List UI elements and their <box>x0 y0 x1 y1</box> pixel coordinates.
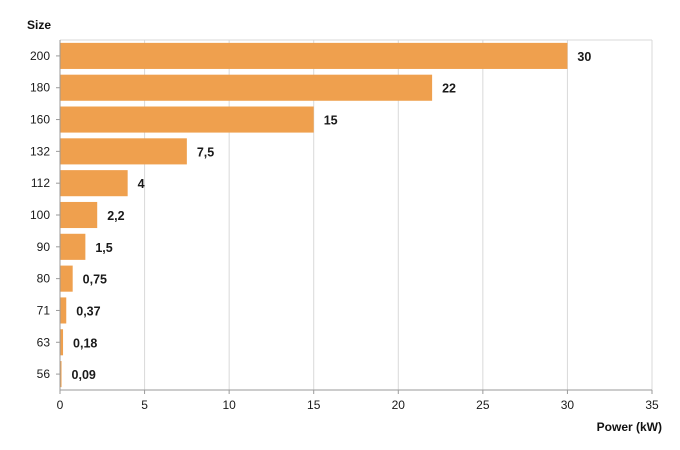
data-label: 1,5 <box>95 241 112 255</box>
bar <box>60 42 568 69</box>
data-label: 22 <box>442 82 456 96</box>
x-tick-label: 30 <box>561 398 575 412</box>
x-tick-label: 0 <box>57 398 64 412</box>
x-tick-label: 10 <box>222 398 236 412</box>
bar <box>60 106 314 133</box>
y-axis-title: Size <box>27 18 51 32</box>
y-tick-label: 56 <box>37 367 51 381</box>
y-tick-label: 100 <box>30 208 50 222</box>
data-label: 7,5 <box>197 145 214 159</box>
y-tick-label: 63 <box>37 335 51 349</box>
data-label: 0,75 <box>83 273 107 287</box>
x-tick-label: 15 <box>307 398 321 412</box>
data-label: 30 <box>577 50 591 64</box>
data-label: 0,37 <box>76 304 100 318</box>
bar <box>60 201 98 229</box>
bar <box>60 138 187 165</box>
x-tick-label: 35 <box>645 398 659 412</box>
data-label: 15 <box>324 114 338 128</box>
bar <box>60 329 64 356</box>
data-label: 0,18 <box>73 336 97 350</box>
bar <box>60 361 62 388</box>
y-tick-label: 90 <box>37 240 51 254</box>
bar <box>60 265 73 292</box>
bar <box>60 74 433 101</box>
x-tick-label: 20 <box>392 398 406 412</box>
y-tick-label: 112 <box>31 176 50 190</box>
y-tick-label: 132 <box>30 144 50 158</box>
data-label: 4 <box>138 177 145 191</box>
x-axis-title: Power (kW) <box>597 420 662 434</box>
bars: 30 22 15 7,5 4 2,2 1,5 0,75 0,37 0,18 0,09 <box>60 42 591 388</box>
bar <box>60 297 67 324</box>
y-tick-label: 160 <box>30 113 50 127</box>
y-tick-label: 80 <box>37 272 51 286</box>
data-label: 0,09 <box>72 368 96 382</box>
axes: 0 5 10 15 20 25 30 35 200 180 160 132 112 100 90 80 71 63… <box>30 40 659 412</box>
data-label: 2,2 <box>107 209 124 223</box>
x-tick-label: 5 <box>141 398 148 412</box>
y-tick-label: 180 <box>30 81 50 95</box>
y-tick-label: 200 <box>30 49 50 63</box>
y-tick-label: 71 <box>37 303 51 317</box>
bar <box>60 170 128 197</box>
x-tick-label: 25 <box>476 398 490 412</box>
bar <box>60 233 86 260</box>
